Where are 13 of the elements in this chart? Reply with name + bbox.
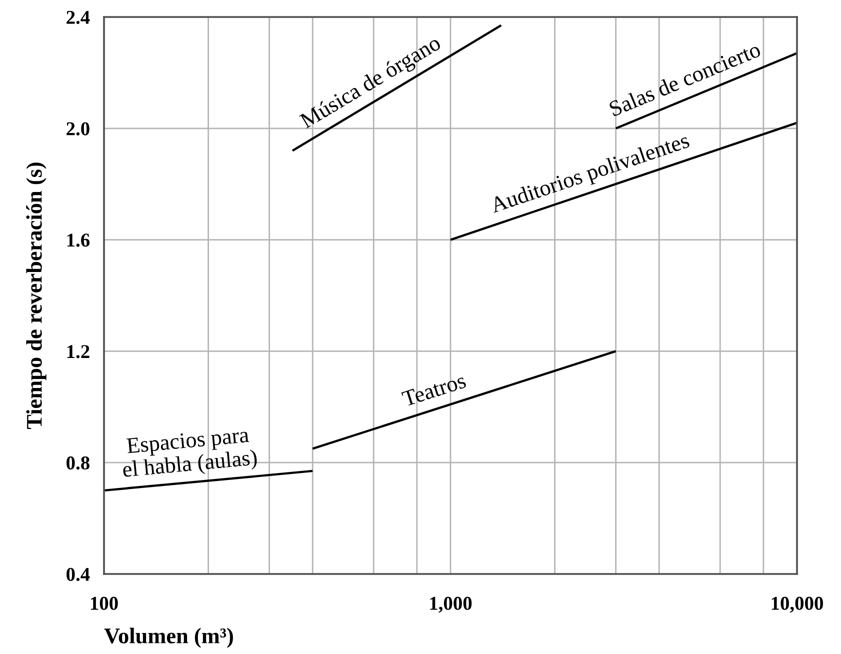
x-tick-label: 1,000: [430, 596, 472, 613]
y-tick-label: 2.4: [66, 10, 90, 24]
y-tick-label: 0.8: [66, 456, 90, 470]
x-tick-label: 100: [90, 596, 118, 610]
text: Espacios para el habla (aulas): [122, 427, 258, 482]
y-axis-title: Tiempo de reverberación (s): [26, 162, 46, 429]
x-axis-title: Volumen (m³): [104, 628, 233, 648]
y-tick-label: 1.2: [67, 345, 90, 358]
y-tick-label: 2.0: [66, 122, 90, 136]
text: Teatros: [401, 373, 467, 407]
x-tick-label: 10,000: [772, 596, 823, 613]
y-tick-label: 0.4: [66, 568, 90, 582]
y-tick-label: 1.6: [67, 234, 90, 247]
